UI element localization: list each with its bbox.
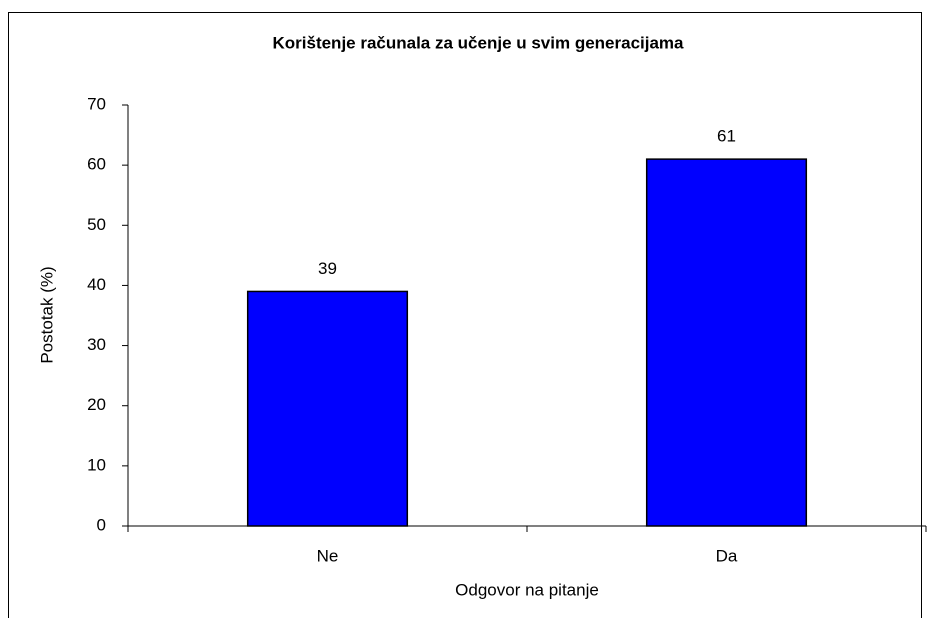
y-tick-label: 20: [87, 395, 106, 414]
x-axis-label: Odgovor na pitanje: [455, 580, 599, 599]
data-label: 61: [717, 127, 736, 146]
y-tick-label: 60: [87, 155, 106, 174]
bar: [645, 158, 808, 527]
bar: [246, 290, 409, 527]
chart-title: Korištenje računala za učenje u svim gen…: [272, 33, 684, 52]
y-tick-label: 70: [87, 94, 106, 113]
y-tick-label: 30: [87, 335, 106, 354]
y-tick-label: 0: [97, 515, 106, 534]
y-tick-label: 50: [87, 215, 106, 234]
x-tick-label: Ne: [317, 546, 339, 565]
data-label: 39: [318, 259, 337, 278]
y-axis-label: Postotak (%): [37, 266, 56, 363]
y-tick-label: 10: [87, 455, 106, 474]
x-tick-label: Da: [716, 546, 738, 565]
y-tick-label: 40: [87, 275, 106, 294]
